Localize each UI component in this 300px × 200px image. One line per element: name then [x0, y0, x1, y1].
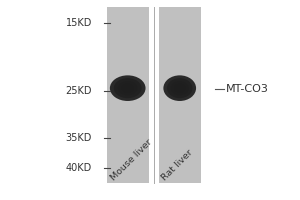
- Bar: [159, 7, 200, 183]
- Ellipse shape: [174, 84, 185, 93]
- Text: MT-CO3: MT-CO3: [226, 84, 269, 94]
- Ellipse shape: [110, 75, 146, 101]
- Bar: [107, 7, 148, 183]
- Ellipse shape: [164, 75, 196, 101]
- Text: 40KD: 40KD: [66, 163, 92, 173]
- Ellipse shape: [167, 78, 193, 98]
- Text: Rat liver: Rat liver: [160, 148, 194, 183]
- Ellipse shape: [118, 81, 137, 95]
- Text: Mouse liver: Mouse liver: [110, 138, 154, 183]
- Ellipse shape: [114, 78, 142, 98]
- Text: 35KD: 35KD: [66, 133, 92, 143]
- Ellipse shape: [122, 84, 134, 93]
- Text: 25KD: 25KD: [65, 86, 92, 96]
- Text: 15KD: 15KD: [66, 18, 92, 28]
- Ellipse shape: [171, 81, 189, 95]
